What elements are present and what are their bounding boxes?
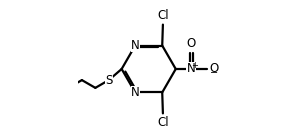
Text: −: − — [210, 68, 218, 78]
Text: Cl: Cl — [157, 9, 169, 22]
Text: S: S — [105, 74, 112, 87]
Text: O: O — [187, 37, 196, 50]
Text: N: N — [131, 86, 140, 99]
Text: O: O — [210, 63, 219, 75]
Text: N: N — [131, 39, 140, 52]
Text: +: + — [192, 61, 199, 70]
Text: Cl: Cl — [157, 116, 169, 129]
Text: N: N — [187, 63, 196, 75]
